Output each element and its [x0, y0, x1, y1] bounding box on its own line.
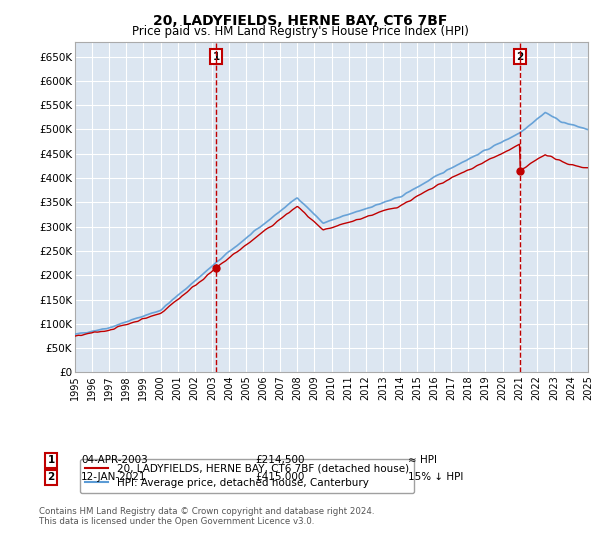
Legend: 20, LADYFIELDS, HERNE BAY, CT6 7BF (detached house), HPI: Average price, detache: 20, LADYFIELDS, HERNE BAY, CT6 7BF (deta… [80, 459, 414, 493]
Text: £415,000: £415,000 [255, 472, 304, 482]
Text: £214,500: £214,500 [255, 455, 305, 465]
Text: Price paid vs. HM Land Registry's House Price Index (HPI): Price paid vs. HM Land Registry's House … [131, 25, 469, 38]
Text: ≈ HPI: ≈ HPI [408, 455, 437, 465]
Text: 20, LADYFIELDS, HERNE BAY, CT6 7BF: 20, LADYFIELDS, HERNE BAY, CT6 7BF [153, 14, 447, 28]
Text: Contains HM Land Registry data © Crown copyright and database right 2024.
This d: Contains HM Land Registry data © Crown c… [39, 507, 374, 526]
Text: 04-APR-2003: 04-APR-2003 [81, 455, 148, 465]
Text: 15% ↓ HPI: 15% ↓ HPI [408, 472, 463, 482]
Text: 2: 2 [47, 472, 55, 482]
Text: 1: 1 [212, 52, 220, 62]
Text: 2: 2 [517, 52, 524, 62]
Text: 1: 1 [47, 455, 55, 465]
Text: 12-JAN-2021: 12-JAN-2021 [81, 472, 146, 482]
